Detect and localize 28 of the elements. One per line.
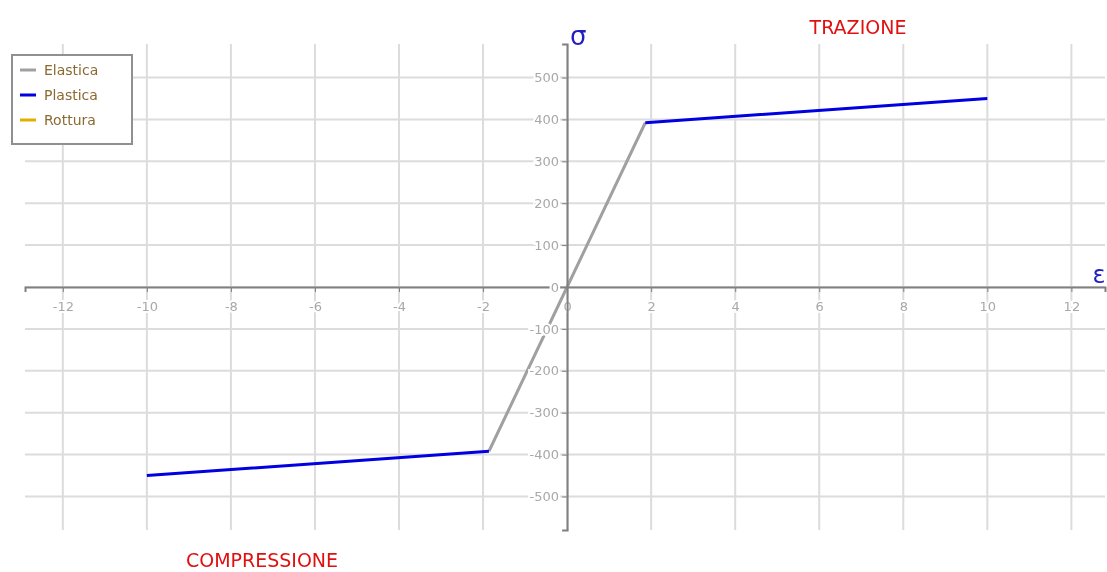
y-tick-label: 300 [534,153,560,169]
legend-label: Plastica [44,87,98,103]
text: COMPRESSIONE [185,549,339,571]
y-tick-label: 100 [534,237,560,253]
y-tick-label: 200 [534,195,560,211]
x-tick-label: 10 [979,298,997,314]
x-tick-label: -12 [52,298,74,314]
x-tick-label: 12 [1063,298,1081,314]
text: TRAZIONE [808,16,907,38]
x-tick-label: 6 [815,298,824,314]
y-axis-title: σ [570,21,587,51]
x-tick-label: -10 [136,298,158,314]
legend-label: Elastica [44,62,99,78]
y-tick-label: -200 [529,363,560,379]
x-axis-title: ε [1092,261,1106,289]
y-tick-label: 400 [534,112,560,128]
x-tick-label: -4 [393,298,406,314]
y-tick-label: 500 [534,70,560,86]
x-tick-label: 8 [899,298,908,314]
y-tick-label: -500 [529,489,560,505]
x-tick-label: -8 [224,298,238,314]
y-tick-label: -300 [529,405,560,421]
x-tick-label: 2 [647,298,656,314]
y-tick-label: -400 [529,447,560,463]
x-tick-label: 4 [731,298,740,314]
x-tick-label: -6 [308,298,322,314]
legend-label: Rottura [44,112,96,128]
x-tick-label: -2 [477,298,491,314]
